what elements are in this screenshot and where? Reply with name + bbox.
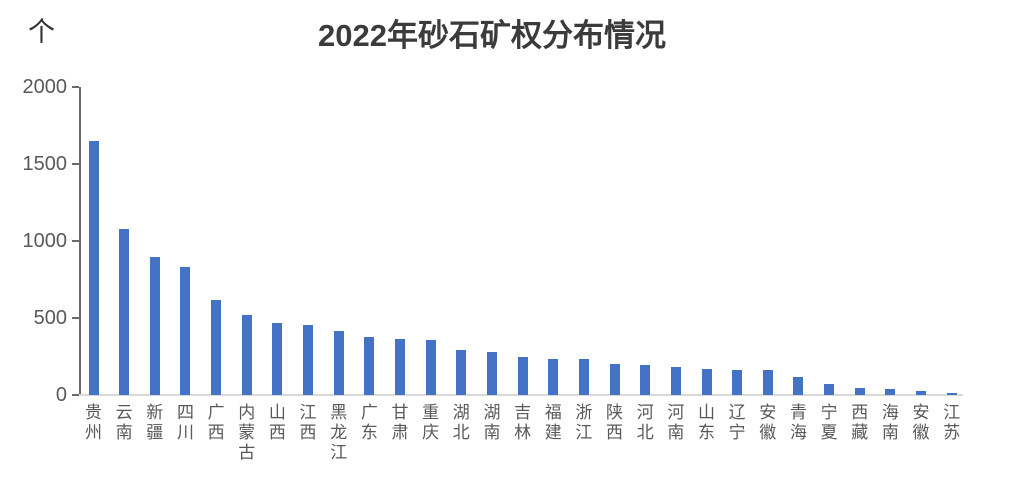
bar — [517, 356, 528, 395]
y-tick-mark — [72, 317, 79, 319]
x-tick-label: 甘肃 — [391, 403, 409, 442]
y-tick-mark — [72, 86, 79, 88]
y-axis-line — [79, 87, 81, 396]
x-tick-label: 内蒙古 — [238, 403, 256, 462]
x-tick-label: 新疆 — [146, 403, 164, 442]
y-tick-label: 1500 — [22, 153, 68, 175]
x-tick-label: 云南 — [115, 403, 133, 442]
bar — [946, 393, 957, 395]
bar — [732, 369, 743, 395]
x-tick-label: 四川 — [176, 403, 194, 442]
y-tick-label: 500 — [33, 307, 67, 329]
x-tick-label: 江西 — [299, 403, 317, 442]
x-tick-label: 浙江 — [575, 403, 593, 442]
bar — [640, 365, 651, 395]
x-tick-label: 安徽 — [912, 403, 930, 442]
bar — [456, 350, 467, 395]
x-tick-label: 陕西 — [606, 403, 624, 442]
bar — [149, 257, 160, 395]
x-tick-label: 河南 — [667, 403, 685, 442]
bar — [425, 339, 436, 395]
bar — [241, 314, 252, 395]
bar — [824, 383, 835, 395]
bar — [548, 359, 559, 395]
bar — [395, 338, 405, 395]
x-tick-label: 青海 — [789, 403, 807, 442]
bar — [854, 387, 865, 395]
y-tick-mark — [72, 163, 79, 165]
y-tick-label: 0 — [55, 384, 67, 406]
bar — [701, 369, 712, 395]
bar — [333, 330, 344, 395]
x-tick-label: 广东 — [360, 403, 378, 442]
bar — [119, 228, 130, 395]
bar — [272, 323, 283, 395]
y-tick-label: 1000 — [22, 230, 68, 252]
bar — [303, 324, 314, 395]
x-tick-label: 福建 — [544, 403, 562, 442]
bar — [609, 363, 620, 395]
x-tick-label: 安徽 — [759, 403, 777, 442]
bar — [88, 140, 99, 395]
x-tick-label: 山西 — [268, 403, 286, 442]
y-tick-label: 2000 — [22, 76, 68, 98]
x-axis-line — [78, 394, 963, 396]
bar — [793, 377, 804, 395]
y-axis-unit-label: 个 — [28, 17, 55, 47]
bar — [486, 352, 497, 395]
bar — [885, 388, 896, 395]
bar — [916, 391, 927, 395]
bar — [180, 267, 191, 395]
x-tick-label: 江苏 — [943, 403, 961, 442]
bar — [211, 300, 222, 395]
x-tick-label: 湖南 — [483, 403, 501, 442]
x-tick-label: 河北 — [636, 403, 654, 442]
x-tick-label: 重庆 — [422, 403, 440, 442]
y-tick-mark — [72, 394, 79, 396]
x-tick-label: 山东 — [698, 403, 715, 442]
chart-title: 2022年砂石矿权分布情况 — [318, 18, 666, 53]
bar — [670, 367, 681, 395]
x-tick-label: 西藏 — [851, 403, 869, 442]
x-tick-label: 湖北 — [452, 403, 470, 442]
x-tick-label: 黑龙江 — [330, 403, 348, 462]
x-tick-label: 宁夏 — [820, 403, 838, 442]
x-tick-label: 吉林 — [514, 403, 532, 442]
x-tick-label: 辽宁 — [728, 403, 746, 442]
bar — [578, 359, 589, 395]
y-tick-mark — [72, 240, 79, 242]
bar — [364, 336, 375, 395]
x-tick-label: 广西 — [207, 403, 225, 442]
bar — [762, 369, 773, 395]
x-tick-label: 海南 — [881, 403, 899, 442]
x-tick-label: 贵州 — [85, 403, 102, 442]
